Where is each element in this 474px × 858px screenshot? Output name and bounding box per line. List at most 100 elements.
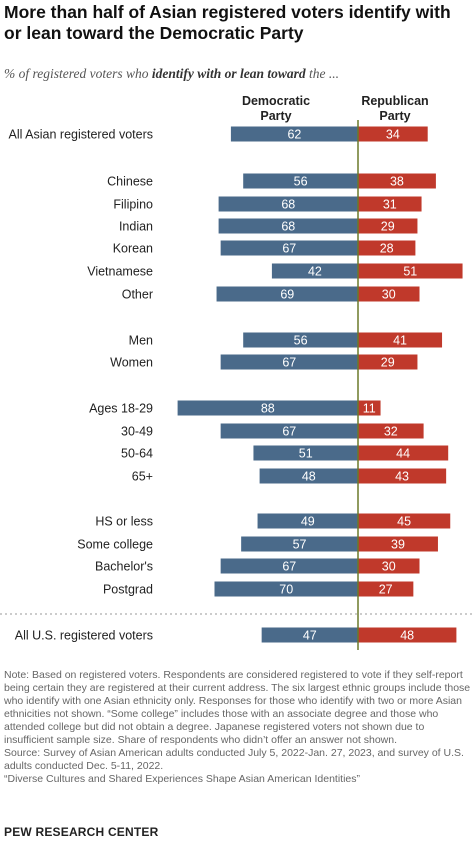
democratic-value-label: 62 xyxy=(287,128,301,142)
category-label: Postgrad xyxy=(103,583,153,597)
democratic-bar xyxy=(218,218,358,234)
republican-bar xyxy=(358,354,418,370)
category-label: Filipino xyxy=(113,198,153,212)
democratic-bar xyxy=(253,445,358,461)
republican-value-label: 31 xyxy=(383,198,397,212)
republican-value-label: 44 xyxy=(396,447,410,461)
republican-value-label: 30 xyxy=(382,560,396,574)
republican-bar xyxy=(358,332,443,348)
republican-value-label: 39 xyxy=(391,538,405,552)
democratic-bar xyxy=(243,173,358,189)
republican-value-label: 43 xyxy=(395,470,409,484)
democratic-value-label: 57 xyxy=(293,538,307,552)
democratic-bar xyxy=(218,196,358,212)
category-label: 50-64 xyxy=(121,447,153,461)
democratic-bar xyxy=(177,400,358,416)
democratic-bar xyxy=(241,536,358,552)
democratic-bar xyxy=(220,354,358,370)
category-label: Korean xyxy=(113,242,153,256)
republican-bar xyxy=(358,581,414,597)
republican-bar xyxy=(358,627,457,643)
republican-value-label: 34 xyxy=(386,128,400,142)
republican-bar xyxy=(358,423,424,439)
subtitle-lead: % of registered voters who xyxy=(4,66,152,81)
democratic-bar xyxy=(261,627,358,643)
republican-value-label: 27 xyxy=(379,583,393,597)
category-label: 65+ xyxy=(132,470,153,484)
republican-bar xyxy=(358,218,418,234)
republican-value-label: 30 xyxy=(382,288,396,302)
democratic-column-header: Democratic Party xyxy=(241,94,311,123)
category-label: Some college xyxy=(77,538,153,552)
democratic-value-label: 67 xyxy=(282,560,296,574)
category-label: Indian xyxy=(119,220,153,234)
republican-bar xyxy=(358,126,428,142)
republican-bar xyxy=(358,513,451,529)
democratic-bar xyxy=(257,513,358,529)
source-text: Source: Survey of Asian American adults … xyxy=(4,747,464,772)
republican-bar xyxy=(358,445,449,461)
category-label: Bachelor's xyxy=(95,560,153,574)
republican-bar xyxy=(358,400,381,416)
chart-title: More than half of Asian registered voter… xyxy=(4,2,451,43)
republican-bar xyxy=(358,286,420,302)
republican-bar xyxy=(358,536,438,552)
report-title: “Diverse Cultures and Shared Experiences… xyxy=(4,773,361,785)
diverging-bar-chart: All Asian registered voters 62 34 Chinese 56… xyxy=(0,120,474,650)
republican-value-label: 29 xyxy=(381,220,395,234)
category-label: All U.S. registered voters xyxy=(15,629,153,643)
democratic-bar xyxy=(220,423,358,439)
democratic-bar xyxy=(220,240,358,256)
chart-subtitle: % of registered voters who identify with… xyxy=(4,66,470,82)
note-text: Note: Based on registered voters. Respon… xyxy=(4,669,471,746)
democratic-value-label: 67 xyxy=(282,356,296,370)
democratic-bar xyxy=(259,468,358,484)
republican-value-label: 29 xyxy=(381,356,395,370)
democratic-bar xyxy=(214,581,358,597)
democratic-value-label: 70 xyxy=(279,583,293,597)
category-label: Ages 18-29 xyxy=(89,402,153,416)
subtitle-tail: the ... xyxy=(305,66,340,81)
republican-value-label: 32 xyxy=(384,425,398,439)
republican-bar xyxy=(358,468,447,484)
republican-value-label: 41 xyxy=(393,334,407,348)
republican-bar xyxy=(358,263,463,279)
democratic-value-label: 51 xyxy=(299,447,313,461)
category-label: Other xyxy=(122,288,153,302)
democratic-value-label: 48 xyxy=(302,470,316,484)
republican-value-label: 48 xyxy=(400,629,414,643)
democratic-value-label: 56 xyxy=(294,334,308,348)
republican-value-label: 45 xyxy=(397,515,411,529)
republican-value-label: 28 xyxy=(380,242,394,256)
republican-value-label: 51 xyxy=(403,265,417,279)
republican-value-label: 38 xyxy=(390,175,404,189)
republican-value-label: 11 xyxy=(363,402,376,416)
republican-column-header: Republican Party xyxy=(361,94,429,123)
democratic-value-label: 69 xyxy=(280,288,294,302)
category-label: 30-49 xyxy=(121,425,153,439)
republican-bar xyxy=(358,173,436,189)
category-label: HS or less xyxy=(95,515,153,529)
category-label: Women xyxy=(110,356,153,370)
chart-notes: Note: Based on registered voters. Respon… xyxy=(4,669,472,786)
republican-bar xyxy=(358,240,416,256)
democratic-value-label: 47 xyxy=(303,629,317,643)
democratic-value-label: 68 xyxy=(281,198,295,212)
category-label: Chinese xyxy=(107,175,153,189)
democratic-bar xyxy=(230,126,358,142)
democratic-bar xyxy=(220,558,358,574)
democratic-value-label: 67 xyxy=(282,425,296,439)
democratic-value-label: 68 xyxy=(281,220,295,234)
republican-bar xyxy=(358,558,420,574)
democratic-bar xyxy=(271,263,358,279)
democratic-bar xyxy=(243,332,358,348)
category-label: All Asian registered voters xyxy=(8,128,153,142)
democratic-value-label: 56 xyxy=(294,175,308,189)
democratic-bar xyxy=(216,286,358,302)
pew-logo-text: PEW RESEARCH CENTER xyxy=(4,825,159,839)
republican-bar xyxy=(358,196,422,212)
democratic-value-label: 49 xyxy=(301,515,315,529)
democratic-value-label: 67 xyxy=(282,242,296,256)
democratic-value-label: 88 xyxy=(261,402,275,416)
category-label: Vietnamese xyxy=(87,265,153,279)
